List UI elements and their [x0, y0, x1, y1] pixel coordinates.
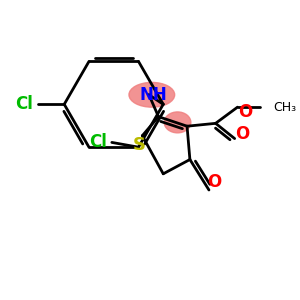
Ellipse shape [129, 82, 175, 107]
Text: NH: NH [140, 86, 168, 104]
Text: O: O [235, 125, 249, 143]
Text: O: O [208, 173, 222, 191]
Text: S: S [133, 136, 146, 154]
Text: Cl: Cl [15, 95, 33, 113]
Text: Cl: Cl [90, 134, 107, 152]
Text: CH₃: CH₃ [274, 101, 297, 114]
Ellipse shape [164, 112, 191, 133]
Text: O: O [238, 103, 252, 121]
